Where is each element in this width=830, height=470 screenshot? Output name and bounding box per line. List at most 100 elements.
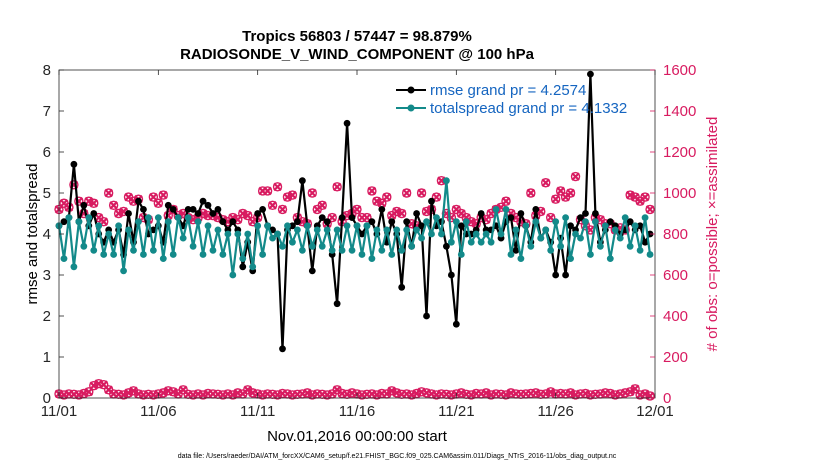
- obs-possible-point: [277, 204, 288, 215]
- totalspread-point: [403, 226, 411, 234]
- rmse-point: [457, 222, 465, 230]
- obs-assimilated-point: [417, 188, 426, 198]
- totalspread-point: [199, 251, 207, 258]
- totalspread-point: [492, 206, 500, 213]
- totalspread-point: [274, 230, 281, 238]
- obs-assimilated-point: [566, 388, 575, 398]
- totalspread-point: [338, 247, 346, 254]
- chart-subtitle: RADIOSONDE_V_WIND_COMPONENT @ 100 hPa: [180, 46, 535, 63]
- obs-assimilated-point: [104, 188, 113, 198]
- totalspread-point: [169, 251, 177, 258]
- obs-possible-point: [153, 198, 164, 208]
- obs-assimilated-point: [566, 188, 575, 198]
- obs-possible-point: [108, 200, 119, 211]
- totalspread-point: [606, 255, 614, 262]
- obs-possible-point: [272, 182, 283, 192]
- obs-possible-point: [625, 387, 635, 397]
- totalspread-point: [408, 242, 416, 250]
- obs-assimilated-point: [625, 387, 635, 397]
- totalspread-point: [532, 218, 540, 226]
- obs-possible-point: [416, 188, 427, 198]
- obs-assimilated-point: [541, 389, 551, 399]
- obs-assimilated-point: [124, 388, 133, 398]
- obs-assimilated-point: [481, 388, 491, 398]
- totalspread-point: [70, 263, 78, 271]
- obs-assimilated-point: [392, 207, 402, 216]
- data-file-footnote: data file: /Users/raeder/DAI/ATM_forcXX/…: [178, 453, 617, 460]
- obs-possible-point: [541, 178, 551, 188]
- totalspread-point: [145, 214, 152, 222]
- totalspread-point: [110, 251, 118, 258]
- totalspread-point: [224, 230, 232, 238]
- obs-possible-point: [327, 212, 337, 223]
- obs-assimilated-point: [551, 194, 560, 204]
- obs-assimilated-point: [422, 207, 431, 216]
- y-tick-label: 8: [43, 62, 51, 79]
- rmse-point: [517, 210, 525, 217]
- totalspread-point: [631, 222, 639, 230]
- totalspread-point: [348, 247, 356, 254]
- rmse-point: [403, 218, 411, 226]
- totalspread-point: [75, 218, 83, 226]
- rmse-point: [70, 160, 78, 168]
- rmse-point: [298, 177, 306, 185]
- obs-assimilated-point: [526, 188, 536, 198]
- obs-assimilated-point: [154, 198, 163, 208]
- obs-possible-point: [98, 216, 109, 227]
- totalspread-point: [388, 251, 396, 258]
- totalspread-point: [462, 218, 470, 226]
- legend: rmse grand pr = 4.2574 totalspread grand…: [396, 82, 627, 117]
- obs-possible-point: [352, 204, 362, 215]
- y-tick-label: 5: [43, 185, 51, 202]
- y2-tick-label: 800: [663, 226, 688, 243]
- totalspread-point: [229, 271, 237, 279]
- rmse-point: [587, 70, 594, 78]
- obs-assimilated-point: [501, 390, 511, 400]
- rmse-point: [592, 210, 599, 217]
- totalspread-point: [234, 230, 242, 238]
- rmse-point: [214, 206, 222, 213]
- rmse-point: [423, 312, 430, 320]
- rmse-point: [204, 201, 212, 209]
- obs-assimilated-point: [625, 190, 635, 200]
- y-tick-label: 3: [43, 267, 51, 284]
- totalspread-point: [80, 242, 88, 250]
- obs-assimilated-point: [541, 178, 551, 188]
- y2-tick-label: 1400: [663, 103, 696, 120]
- obs-possible-point: [69, 180, 79, 190]
- x-tick-label: 11/16: [339, 403, 375, 420]
- totalspread-point: [482, 230, 490, 238]
- totalspread-point: [596, 242, 604, 250]
- rmse-point: [428, 197, 435, 205]
- y2-tick-label: 200: [663, 349, 688, 366]
- obs-assimilated-point: [352, 205, 362, 214]
- legend-totalspread-marker: [407, 104, 415, 112]
- totalspread-point: [542, 226, 550, 234]
- totalspread-point: [577, 234, 584, 242]
- obs-possible-point: [128, 386, 139, 396]
- totalspread-point: [323, 226, 331, 234]
- totalspread-point: [184, 214, 192, 222]
- x-axis-label: Nov.01,2016 00:00:00 start: [267, 428, 448, 445]
- obs-possible-point: [645, 204, 655, 215]
- rmse-point: [209, 210, 217, 217]
- totalspread-point: [447, 238, 455, 246]
- totalspread-point: [60, 255, 68, 262]
- y2-tick-label: 1600: [663, 62, 696, 79]
- obs-assimilated-point: [317, 201, 327, 210]
- rmse-point: [135, 197, 142, 205]
- rmse-point: [333, 300, 341, 308]
- totalspread-point: [457, 251, 465, 258]
- y-axis-label: rmse and totalspread: [24, 164, 41, 305]
- totalspread-point: [547, 247, 555, 254]
- rmse-point: [477, 210, 485, 217]
- y2-tick-label: 400: [663, 308, 688, 325]
- totalspread-point: [249, 263, 257, 271]
- y-tick-label: 7: [43, 103, 51, 120]
- y2-axis-label: # of obs: o=possible; ×=assimilated: [704, 117, 721, 352]
- totalspread-point: [264, 222, 271, 230]
- obs-assimilated-point: [308, 188, 317, 198]
- totalspread-point: [502, 206, 510, 213]
- rmse-point: [567, 222, 574, 230]
- obs-possible-point: [565, 188, 576, 198]
